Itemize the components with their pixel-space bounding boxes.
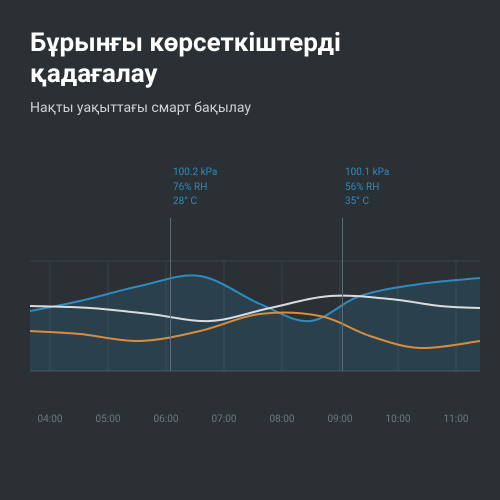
page-title: Бұрынғы көрсеткіштерді қадағалау (30, 28, 470, 90)
tooltip-humidity: 56% RH (345, 181, 389, 196)
x-axis-tick: 11:00 (431, 414, 481, 425)
x-axis-tick: 09:00 (315, 414, 365, 425)
x-axis-tick: 04:00 (25, 414, 75, 425)
tooltip-marker-2 (342, 218, 343, 371)
chart-tooltips: 100.2 kPa 76% RH 28° C 100.1 kPa 56% RH … (0, 166, 500, 226)
chart-container: 100.2 kPa 76% RH 28° C 100.1 kPa 56% RH … (0, 136, 500, 496)
header: Бұрынғы көрсеткіштерді қадағалау Нақты у… (0, 0, 500, 136)
x-axis-tick: 05:00 (83, 414, 133, 425)
tooltip-2: 100.1 kPa 56% RH 35° C (345, 166, 389, 210)
x-axis-tick: 08:00 (257, 414, 307, 425)
x-axis-tick: 06:00 (141, 414, 191, 425)
page-subtitle: Нақты уақыттағы смарт бақылау (30, 100, 470, 116)
x-axis-tick: 10:00 (373, 414, 423, 425)
tooltip-temp: 35° C (345, 195, 389, 210)
tooltip-temp: 28° C (173, 195, 217, 210)
x-axis-tick: 07:00 (199, 414, 249, 425)
tooltip-humidity: 76% RH (173, 181, 217, 196)
tooltip-marker-1 (170, 218, 171, 371)
tooltip-pressure: 100.1 kPa (345, 166, 389, 181)
tooltip-pressure: 100.2 kPa (173, 166, 217, 181)
tooltip-1: 100.2 kPa 76% RH 28° C (173, 166, 217, 210)
